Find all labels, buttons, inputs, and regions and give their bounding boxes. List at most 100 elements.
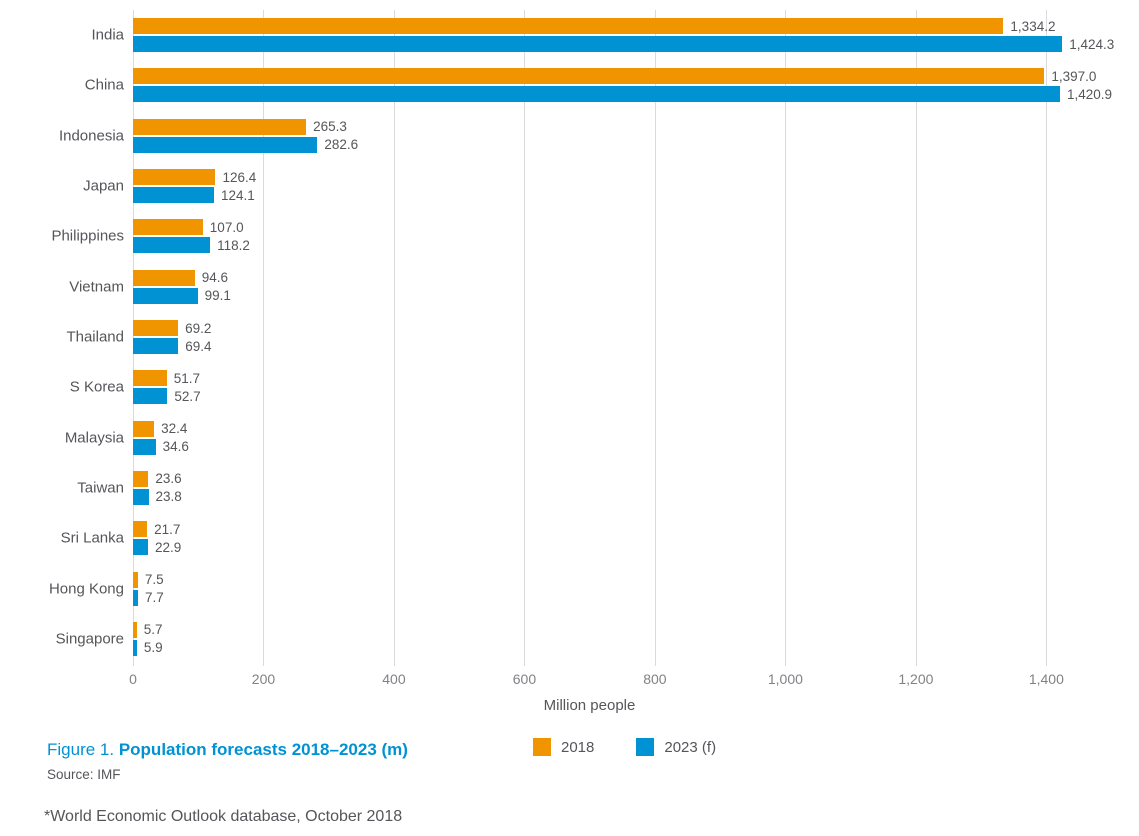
bar-2023-f — [133, 539, 148, 556]
category-label: Thailand — [66, 328, 124, 346]
bar-line: 23.6 — [133, 470, 1139, 487]
value-label: 99.1 — [204, 288, 231, 304]
value-label: 32.4 — [161, 421, 188, 437]
value-label: 22.9 — [154, 539, 182, 555]
legend: 2018 2023 (f) — [533, 738, 716, 756]
bar-2018 — [133, 169, 216, 186]
value-label: 107.0 — [209, 219, 244, 235]
bar-line: 126.4 — [133, 169, 1139, 186]
gridline — [654, 10, 656, 666]
category-label: India — [91, 26, 124, 44]
bar-2018 — [133, 370, 167, 387]
legend-item: 2018 — [533, 738, 594, 756]
bar-line: 5.7 — [133, 621, 1139, 638]
value-label: 1,334.2 — [1010, 18, 1056, 34]
value-label: 1,424.3 — [1069, 36, 1115, 52]
value-label: 52.7 — [174, 388, 201, 404]
value-label: 69.2 — [185, 320, 212, 336]
bar-2023-f — [133, 287, 198, 304]
bar-line: 107.0 — [133, 219, 1139, 236]
chart-row: Philippines 107.0 118.2 — [51, 211, 1139, 261]
bar-2018 — [133, 470, 149, 487]
category-label: Sri Lanka — [60, 529, 124, 547]
bar-2018 — [133, 68, 1045, 85]
bar-2023-f — [133, 338, 179, 355]
bar-line: 34.6 — [133, 438, 1139, 455]
chart-row: Malaysia 32.4 34.6 — [65, 413, 1139, 463]
value-label: 7.7 — [145, 590, 164, 606]
value-label: 7.5 — [144, 572, 164, 588]
gridline — [393, 10, 395, 666]
figure-caption: Figure 1. Population forecasts 2018–2023… — [47, 740, 408, 760]
value-label: 94.6 — [201, 270, 228, 286]
bar-line: 1,420.9 — [133, 86, 1139, 103]
value-label: 23.6 — [155, 471, 182, 487]
bar-2023-f — [133, 136, 318, 153]
bar-line: 282.6 — [133, 136, 1139, 153]
bar-line: 69.4 — [133, 338, 1139, 355]
chart-row: Indonesia 265.3 282.6 — [59, 111, 1139, 161]
category-label: Japan — [83, 177, 124, 195]
chart-row: Taiwan 23.6 23.8 — [77, 463, 1139, 513]
bar-2018 — [133, 621, 137, 638]
chart-row: China 1,397.0 1,420.9 — [85, 60, 1139, 110]
chart-row: Hong Kong 7.5 7.7 — [49, 563, 1139, 613]
bar-2023-f — [133, 639, 137, 656]
category-label: Taiwan — [77, 479, 124, 497]
bar-line: 118.2 — [133, 237, 1139, 254]
bar-line: 124.1 — [133, 187, 1139, 204]
bar-2018 — [133, 420, 155, 437]
x-tick-label: 1,200 — [898, 671, 934, 687]
bar-line: 52.7 — [133, 388, 1139, 405]
bar-line: 7.5 — [133, 571, 1139, 588]
category-label: Hong Kong — [48, 580, 124, 598]
bar-2018 — [133, 320, 179, 337]
value-label: 282.6 — [324, 137, 359, 153]
bar-2023-f — [133, 36, 1063, 53]
value-label: 265.3 — [313, 119, 347, 135]
x-tick-label: 1,400 — [1028, 671, 1064, 687]
chart-row: Sri Lanka 21.7 22.9 — [61, 513, 1139, 563]
x-tick-label: 600 — [512, 671, 537, 687]
chart-row: India 1,334.2 1,424.3 — [91, 10, 1139, 60]
chart-row: Singapore 5.7 5.9 — [56, 614, 1139, 664]
figure-label: Figure 1. — [47, 740, 115, 759]
legend-swatch — [636, 738, 655, 756]
bar-line: 7.7 — [133, 589, 1139, 606]
gridline — [915, 10, 917, 666]
legend-label: 2018 — [561, 738, 595, 756]
bar-line: 32.4 — [133, 420, 1139, 437]
x-axis: 0 200 400 600 800 1,000 1,200 1,400 — [129, 671, 1139, 691]
bar-line: 1,334.2 — [133, 18, 1139, 35]
gridline — [133, 10, 134, 666]
legend-swatch — [533, 738, 551, 756]
category-label: Singapore — [55, 630, 124, 648]
category-label: Indonesia — [58, 127, 124, 145]
gridline — [524, 10, 526, 666]
category-label: Vietnam — [69, 278, 124, 296]
bar-line: 99.1 — [133, 287, 1139, 304]
value-label: 23.8 — [155, 489, 182, 505]
value-label: 118.2 — [217, 237, 250, 253]
category-label: Philippines — [51, 227, 124, 245]
bar-2018 — [133, 118, 307, 135]
bar-line: 265.3 — [133, 118, 1139, 135]
legend-label: 2023 (f) — [664, 738, 717, 756]
bar-2018 — [133, 18, 1004, 35]
x-tick-label: 0 — [129, 671, 137, 687]
x-tick-label: 200 — [251, 671, 276, 687]
value-label: 124.1 — [220, 187, 255, 203]
bar-line: 51.7 — [133, 370, 1139, 387]
bar-2023-f — [133, 488, 149, 505]
value-label: 5.9 — [143, 640, 163, 656]
gridline — [785, 10, 787, 666]
value-label: 69.4 — [185, 338, 212, 354]
bar-line: 23.8 — [133, 488, 1139, 505]
chart-row: S Korea 51.7 52.7 — [70, 362, 1139, 412]
chart-row: Thailand 69.2 69.4 — [66, 312, 1139, 362]
value-label: 1,420.9 — [1066, 86, 1113, 102]
bar-line: 69.2 — [133, 320, 1139, 337]
bar-2018 — [133, 521, 148, 538]
bar-2023-f — [133, 388, 168, 405]
bar-line: 22.9 — [133, 539, 1139, 556]
